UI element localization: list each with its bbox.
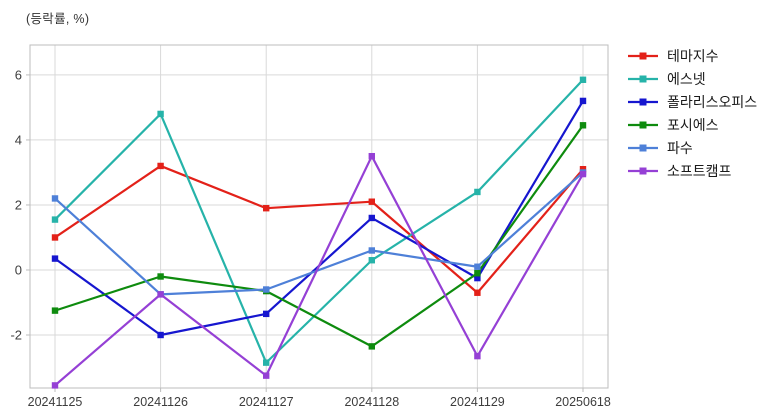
legend-label: 에스넷	[667, 70, 706, 87]
legend-item-1[interactable]: 에스넷	[628, 67, 757, 90]
tick-marks	[26, 74, 584, 392]
series-3-marker	[579, 122, 587, 129]
series-4-marker	[51, 195, 59, 202]
legend-swatch-icon	[628, 167, 658, 174]
legend-item-5[interactable]: 소프트캠프	[628, 159, 757, 182]
series-2-marker	[263, 310, 270, 318]
series-1-marker	[368, 257, 375, 264]
series-1-marker	[51, 216, 59, 223]
series-0	[51, 162, 587, 296]
legend-label: 소프트캠프	[667, 162, 732, 179]
x-axis-tick-label: 20241126	[133, 395, 188, 409]
y-axis-tick-label: 0	[15, 262, 22, 277]
series-5-marker	[51, 382, 59, 389]
x-axis-tick-label: 20241129	[450, 395, 505, 409]
series-0-line	[53, 164, 585, 294]
legend-item-0[interactable]: 테마지수	[628, 44, 757, 67]
legend-label: 포시에스	[667, 116, 719, 133]
y-axis-tick-label: 6	[15, 67, 22, 82]
series-1-marker	[579, 76, 587, 83]
gridlines	[30, 45, 608, 388]
series-2	[51, 97, 587, 339]
legend-label: 테마지수	[667, 47, 719, 64]
series-5-marker	[263, 372, 270, 379]
series-0-marker	[579, 165, 587, 173]
x-axis-tick-label: 20241128	[344, 395, 399, 409]
series-2-marker	[51, 255, 59, 262]
series-5-marker	[474, 352, 481, 360]
series-0-marker	[157, 162, 164, 170]
legend-marker-icon	[639, 75, 647, 82]
series-3-marker	[474, 270, 481, 277]
series-5-line	[53, 155, 585, 387]
series-3-marker	[157, 273, 164, 280]
series-2-marker	[474, 274, 481, 282]
legend-swatch-icon	[628, 52, 658, 59]
legend-swatch-icon	[628, 75, 658, 82]
series-4-marker	[368, 247, 375, 254]
series-1-marker	[157, 110, 164, 118]
series-0-marker	[263, 205, 270, 212]
plot-border	[29, 44, 609, 389]
series-4-marker	[263, 286, 270, 293]
series-4-line	[53, 171, 585, 296]
series-1-marker	[474, 188, 481, 196]
y-axis-tick-label: 2	[15, 197, 22, 212]
x-axis-tick-label: 20241125	[28, 395, 83, 409]
series-2-marker	[157, 331, 164, 339]
series-4-marker	[474, 263, 481, 270]
legend-marker-icon	[639, 121, 647, 128]
legend-label: 파수	[667, 139, 693, 156]
legend-item-4[interactable]: 파수	[628, 136, 757, 159]
legend-marker-icon	[639, 144, 647, 151]
series-3-line	[53, 124, 585, 348]
series-0-marker	[368, 198, 375, 205]
legend-marker-icon	[639, 167, 647, 174]
legend-swatch-icon	[628, 121, 658, 128]
series-2-marker	[579, 97, 587, 105]
series-5-marker	[157, 291, 164, 298]
legend-marker-icon	[639, 98, 647, 105]
series-3-marker	[368, 343, 375, 350]
series-2-line	[53, 99, 585, 337]
y-axis-tick-label: -2	[10, 328, 22, 343]
series-2-marker	[368, 214, 375, 222]
series-0-marker	[474, 289, 481, 296]
series-1	[51, 76, 587, 366]
legend-item-2[interactable]: 폴라리스오피스	[628, 90, 757, 113]
series-5-marker	[368, 152, 375, 160]
series-5	[51, 152, 587, 389]
legend-swatch-icon	[628, 144, 658, 151]
series-0-marker	[51, 234, 59, 241]
legend-item-3[interactable]: 포시에스	[628, 113, 757, 136]
series-5-marker	[579, 170, 587, 178]
series-3-marker	[51, 307, 59, 314]
series-1-marker	[263, 359, 270, 366]
x-axis-tick-label: 20250618	[555, 395, 611, 409]
chart-title: (등락률, %)	[26, 12, 90, 26]
legend-label: 폴라리스오피스	[667, 93, 758, 110]
legend-swatch-icon	[628, 98, 658, 105]
series-1-line	[53, 78, 585, 364]
legend-marker-icon	[639, 52, 647, 59]
x-axis-tick-label: 20241127	[239, 395, 294, 409]
y-axis-tick-label: 4	[15, 132, 22, 147]
